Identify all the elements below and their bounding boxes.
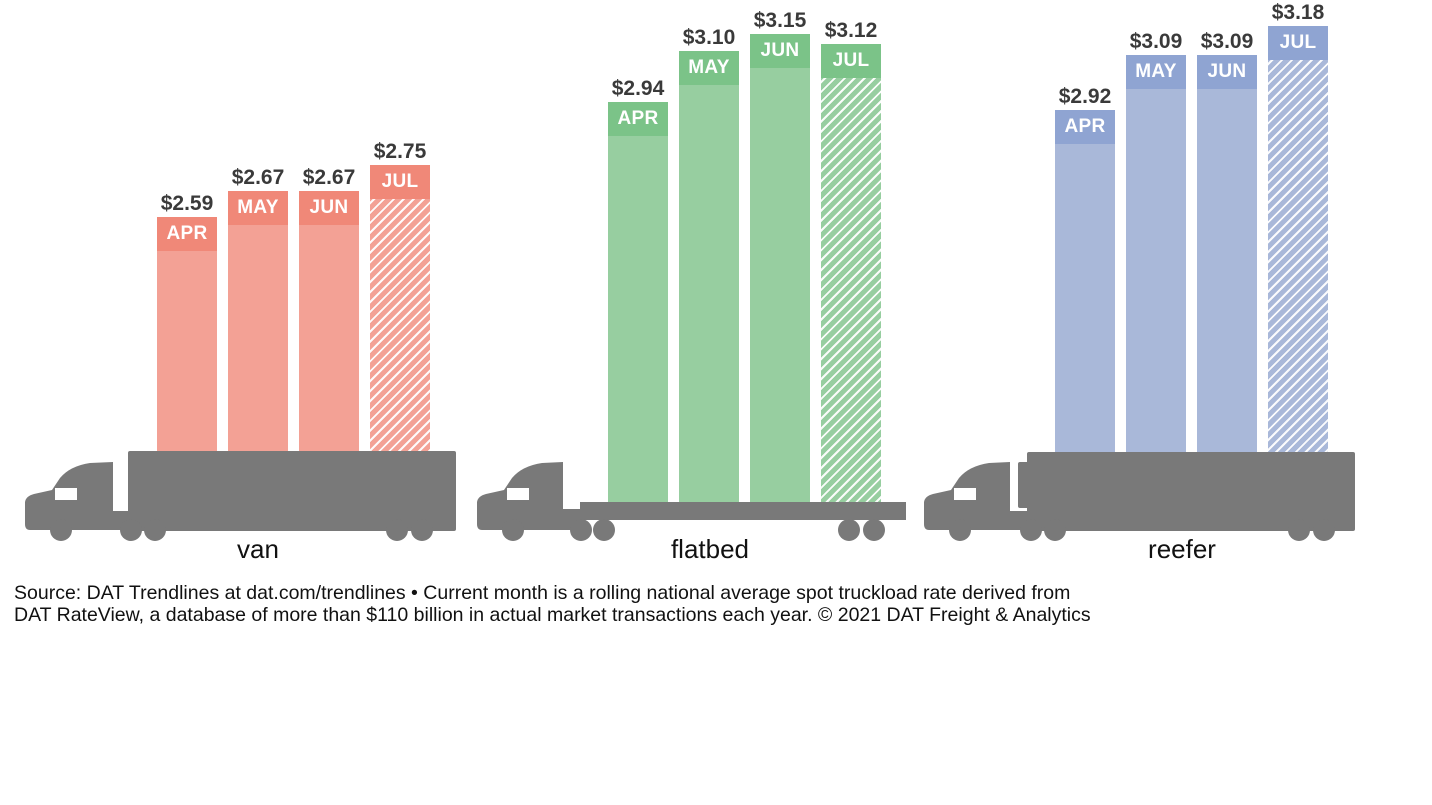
- bar-month-label: JUL: [370, 165, 430, 199]
- bar-fill: [299, 191, 359, 451]
- bar-value: $3.15: [753, 9, 807, 32]
- reefer-bar-apr: $2.92 APR: [1055, 85, 1115, 452]
- bar-fill: [608, 102, 668, 502]
- bar-fill: [679, 51, 739, 502]
- bar-fill-hatched: [821, 44, 881, 502]
- bar-month-label: MAY: [1126, 55, 1186, 89]
- bar-month-label: JUN: [750, 34, 810, 68]
- bar-fill: [1197, 55, 1257, 452]
- reefer-panel: $2.92 APR $3.09 MAY $3.09 JUN $3.18 JUL: [924, 1, 1355, 564]
- flatbed-bar-apr: $2.94 APR: [608, 77, 668, 502]
- van-bar-jun: $2.67 JUN: [299, 166, 359, 451]
- bar-fill-hatched: [370, 165, 430, 451]
- bar-month-label: APR: [1055, 110, 1115, 144]
- bar-month-label: MAY: [228, 191, 288, 225]
- bar-month-label: JUL: [821, 44, 881, 78]
- bar-month-label: JUL: [1268, 26, 1328, 60]
- bar-fill: [228, 191, 288, 451]
- bar-fill: [1055, 110, 1115, 452]
- footnote-line-2: DAT RateView, a database of more than $1…: [14, 604, 1091, 626]
- reefer-bar-jul: $3.18 JUL: [1268, 1, 1328, 452]
- flatbed-bar-jun: $3.15 JUN: [750, 9, 810, 502]
- flatbed-truck-icon: [477, 462, 906, 541]
- van-bar-may: $2.67 MAY: [228, 166, 288, 451]
- van-bar-apr: $2.59 APR: [157, 192, 217, 451]
- bar-fill: [750, 34, 810, 502]
- reefer-bar-jun: $3.09 JUN: [1197, 30, 1257, 452]
- bar-value: $3.09: [1129, 30, 1183, 53]
- bar-value: $2.67: [302, 166, 356, 189]
- bar-fill: [157, 217, 217, 451]
- bar-month-label: JUN: [299, 191, 359, 225]
- reefer-bar-may: $3.09 MAY: [1126, 30, 1186, 452]
- bar-fill: [1126, 55, 1186, 452]
- flatbed-panel: $2.94 APR $3.10 MAY $3.15 JUN $3.12 JUL: [0, 0, 920, 575]
- van-label: van: [237, 534, 279, 564]
- flatbed-label: flatbed: [670, 534, 750, 564]
- bar-month-label: JUN: [1197, 55, 1257, 89]
- flatbed-bar-may: $3.10 MAY: [679, 26, 739, 502]
- bar-value: $2.67: [231, 166, 285, 189]
- bar-value: $2.94: [611, 77, 665, 100]
- bar-value: $3.10: [682, 26, 736, 49]
- bar-value: $2.92: [1058, 85, 1112, 108]
- van-truck-icon: [25, 451, 456, 541]
- bar-value: $3.18: [1271, 1, 1325, 24]
- van-bar-jul: $2.75 JUL: [370, 140, 430, 451]
- bar-value: $2.59: [160, 192, 214, 215]
- bar-month-label: APR: [157, 217, 217, 251]
- bar-value: $3.09: [1200, 30, 1254, 53]
- reefer-truck-icon: [924, 452, 1355, 541]
- bar-month-label: APR: [608, 102, 668, 136]
- flatbed-bar-jul: $3.12 JUL: [821, 19, 881, 502]
- bar-month-label: MAY: [679, 51, 739, 85]
- bar-value: $3.12: [824, 19, 878, 42]
- bar-fill-hatched: [1268, 26, 1328, 452]
- footnote-line-1: Source: DAT Trendlines at dat.com/trendl…: [14, 582, 1071, 604]
- bar-value: $2.75: [373, 140, 427, 163]
- source-footnote: Source: DAT Trendlines at dat.com/trendl…: [14, 582, 1091, 626]
- reefer-label: reefer: [1148, 534, 1216, 564]
- van-panel: $2.59 APR $2.67 MAY $2.67 JUN $2.75 JUL: [0, 0, 470, 575]
